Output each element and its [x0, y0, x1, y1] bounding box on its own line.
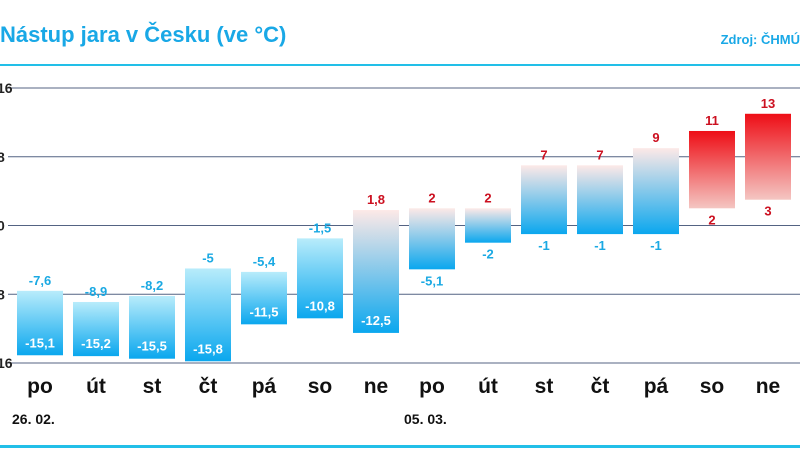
y-tick-label: 16	[0, 80, 13, 96]
x-tick-label: ne	[364, 375, 389, 398]
range-bar	[465, 208, 511, 243]
x-tick-label: st	[535, 375, 554, 398]
range-bar	[409, 208, 455, 270]
low-value-label: -11,5	[250, 304, 279, 319]
high-value-label: 13	[761, 96, 775, 111]
range-bar	[129, 295, 175, 359]
low-value-label: -5,1	[421, 273, 443, 288]
x-tick-label: po	[27, 375, 53, 398]
high-value-label: 7	[540, 147, 547, 162]
y-axis: 16 8 0 8 16	[0, 80, 13, 371]
x-tick-label: čt	[199, 375, 218, 398]
low-value-label: -15,8	[193, 341, 223, 356]
range-bar	[745, 113, 791, 200]
range-bar	[185, 268, 231, 362]
low-value-label: -1	[538, 238, 550, 253]
high-value-label: 9	[652, 130, 659, 145]
high-value-label: 11	[705, 113, 719, 128]
date-label: 05. 03.	[404, 411, 447, 427]
high-value-label: 1,8	[367, 192, 385, 207]
range-bar	[73, 301, 119, 357]
chart-title: Nástup jara v Česku (ve °C)	[0, 22, 287, 47]
x-tick-label: čt	[591, 375, 610, 398]
low-value-label: -15,2	[81, 336, 111, 351]
range-bar	[689, 130, 735, 209]
high-value-label: -7,6	[29, 273, 51, 288]
y-tick-label: 16	[0, 355, 13, 371]
low-value-label: -12,5	[361, 313, 391, 328]
date-label: 26. 02.	[12, 411, 55, 427]
low-value-label: 3	[764, 204, 771, 219]
range-bar	[297, 238, 343, 319]
y-tick-label: 0	[0, 218, 5, 234]
header-divider	[0, 64, 800, 66]
high-value-label: -1,5	[309, 220, 331, 235]
high-value-label: -5	[202, 250, 214, 265]
x-tick-label: út	[86, 375, 106, 398]
high-value-label: 2	[484, 190, 491, 205]
high-value-label: 7	[596, 147, 603, 162]
high-value-label: 2	[428, 190, 435, 205]
x-tick-label: út	[478, 375, 498, 398]
footer-divider	[0, 445, 800, 448]
high-value-label: -5,4	[253, 254, 276, 269]
low-value-label: -15,1	[25, 335, 55, 350]
low-value-label: 2	[708, 212, 715, 227]
high-value-label: -8,9	[85, 284, 107, 299]
range-bar	[633, 148, 679, 235]
x-tick-label: ne	[756, 375, 781, 398]
range-bar	[17, 290, 63, 356]
y-tick-label: 8	[0, 286, 5, 302]
low-value-label: -1	[594, 238, 606, 253]
value-labels: -7,6 -15,1 -8,9 -15,2 -8,2 -15,5 -5 -15,8 -5,4 -1…	[25, 96, 775, 357]
x-tick-label: pá	[252, 375, 277, 398]
high-value-label: -8,2	[141, 278, 163, 293]
range-bar	[521, 165, 567, 235]
x-tick-label: pá	[644, 375, 669, 398]
source-label: Zdroj: ČHMÚ	[720, 32, 800, 47]
x-tick-label: so	[308, 375, 333, 398]
x-tick-label: po	[419, 375, 445, 398]
range-bar	[241, 271, 287, 325]
x-tick-label: so	[700, 375, 725, 398]
low-value-label: -10,8	[305, 298, 335, 313]
low-value-label: -2	[482, 247, 494, 262]
low-value-label: -15,5	[137, 339, 167, 354]
bars	[17, 113, 791, 362]
x-axis: po út st čt pá so ne po út st čt pá so ne 26. 02. 05. 0…	[12, 375, 780, 427]
y-tick-label: 8	[0, 149, 5, 165]
x-tick-label: st	[143, 375, 162, 398]
range-bar	[353, 210, 399, 333]
range-bar	[577, 165, 623, 235]
gridlines	[8, 87, 800, 364]
low-value-label: -1	[650, 238, 662, 253]
